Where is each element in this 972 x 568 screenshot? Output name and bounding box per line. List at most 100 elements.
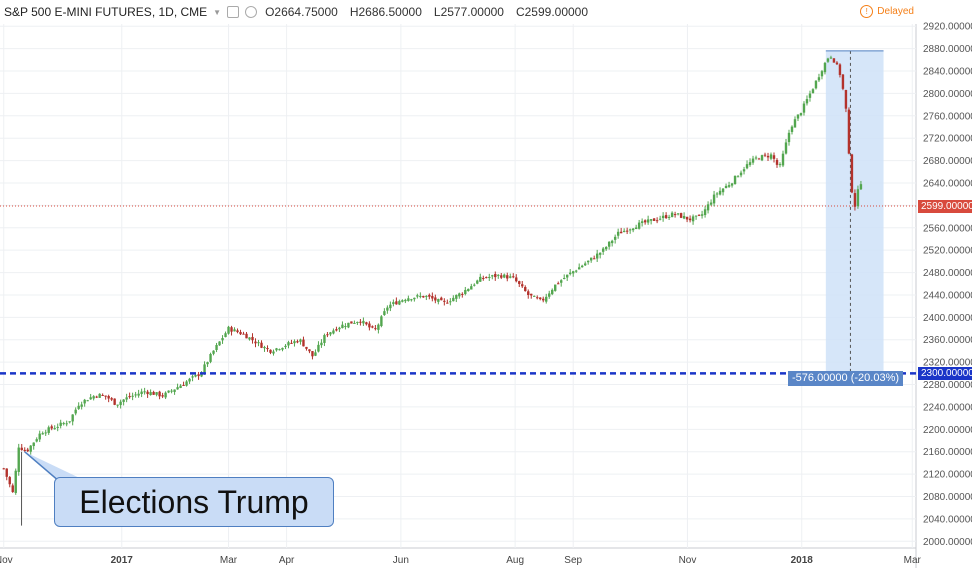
candle-body (826, 58, 830, 62)
candle-body (434, 297, 437, 301)
candle-body (281, 347, 284, 350)
candle-body (89, 397, 92, 400)
hide-icon[interactable] (245, 6, 258, 18)
candle-body (545, 296, 548, 302)
candle-body (733, 175, 737, 185)
candle-body (604, 246, 608, 250)
candle-body (407, 298, 410, 301)
candle-body (86, 400, 89, 402)
candle-body (530, 293, 533, 296)
candle-body (23, 449, 26, 451)
candle-body (814, 80, 818, 89)
candle-body (383, 311, 386, 316)
x-tick-label: Aug (506, 555, 524, 566)
settings-icon[interactable] (227, 6, 240, 18)
candle-body (68, 421, 71, 423)
candle-body (661, 215, 665, 219)
y-tick-label: 2120.00000 (923, 470, 972, 481)
y-tick-label: 2920.00000 (923, 22, 972, 33)
candle-body (775, 159, 779, 165)
candle-body (625, 230, 629, 232)
candle-body (802, 103, 806, 113)
high-value: H2686.50000 (349, 5, 422, 19)
candle-body (209, 353, 212, 362)
candle-body (389, 304, 392, 309)
candle-body (182, 384, 185, 386)
candle-body (311, 351, 314, 357)
candle-body (413, 297, 416, 300)
candle-body (107, 396, 110, 399)
candle-body (473, 284, 476, 286)
candle-body (287, 342, 290, 346)
x-tick-label: Nov (679, 555, 697, 566)
candle-body (380, 316, 383, 327)
candle-body (646, 219, 650, 223)
candle-body (356, 321, 359, 324)
candle-body (518, 281, 521, 284)
low-value: L2577.00000 (433, 5, 504, 19)
candle-body (476, 280, 479, 284)
candle-body (437, 299, 440, 302)
candle-body (134, 394, 137, 396)
candle-body (305, 346, 308, 349)
candle-body (272, 351, 275, 354)
candle-body (74, 409, 77, 414)
candle-body (787, 132, 791, 143)
candle-body (197, 374, 200, 377)
elections-callout[interactable]: Elections Trump (54, 477, 334, 527)
candle-body (736, 176, 740, 178)
candle-body (155, 392, 158, 395)
candle-body (224, 333, 227, 338)
y-tick-label: 2680.00000 (923, 156, 972, 167)
measure-box[interactable] (825, 50, 884, 374)
candle-body (44, 432, 47, 434)
candle-body (592, 258, 596, 260)
candle-body (131, 395, 134, 397)
candle-body (47, 427, 50, 433)
candle-body (569, 272, 572, 275)
delayed-badge[interactable]: ! Delayed (860, 5, 914, 18)
candle-body (757, 158, 761, 160)
y-tick-label: 2160.00000 (923, 447, 972, 458)
candle-body (323, 335, 326, 343)
x-tick-label: Mar (220, 555, 238, 566)
candle-body (50, 426, 53, 429)
candle-body (515, 277, 518, 282)
candle-body (116, 404, 119, 406)
candle-body (161, 395, 164, 397)
candle-body (104, 395, 107, 397)
candle-body (152, 391, 155, 395)
candle-body (347, 322, 350, 328)
candle-body (62, 423, 65, 425)
candle-body (790, 126, 794, 132)
candle-body (245, 333, 248, 339)
measure-label[interactable]: -576.00000 (-20.03%) (788, 371, 904, 386)
symbol-info[interactable]: S&P 500 E-MINI FUTURES, 1D, CME ▼ (0, 5, 258, 19)
candle-body (455, 294, 458, 299)
candle-body (185, 381, 188, 386)
candle-body (41, 433, 44, 435)
candle-body (314, 352, 317, 356)
candle-body (715, 193, 719, 195)
candle-body (266, 347, 269, 350)
candle-body (601, 248, 605, 252)
candle-body (658, 218, 662, 220)
candle-body (386, 307, 389, 311)
candle-body (260, 342, 263, 348)
candle-body (577, 267, 581, 270)
candle-body (77, 405, 80, 409)
candle-body (80, 404, 83, 407)
candle-body (269, 349, 272, 353)
candle-body (616, 231, 620, 236)
candle-body (119, 401, 122, 405)
candle-body (239, 332, 242, 335)
x-tick-label: Jun (393, 555, 409, 566)
candle-body (835, 62, 839, 65)
candle-body (853, 193, 857, 207)
x-tick-label: Apr (279, 555, 295, 566)
chevron-down-icon[interactable]: ▼ (213, 7, 222, 17)
candle-body (655, 220, 659, 222)
candle-body (404, 299, 407, 302)
candle-body (509, 276, 512, 278)
